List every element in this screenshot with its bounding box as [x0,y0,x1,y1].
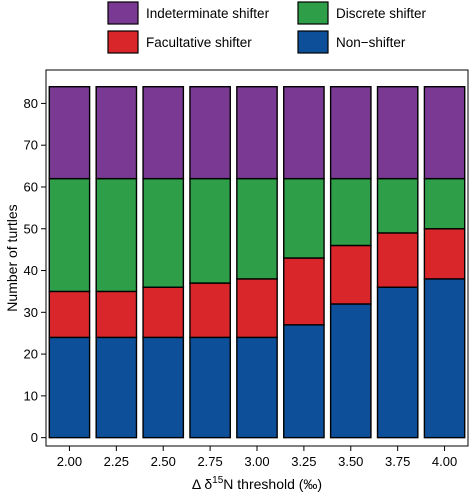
y-tick-label: 60 [24,179,38,194]
bar-segment [376,177,419,234]
bar-segment [423,86,466,180]
legend-swatch [107,1,139,25]
bar-segment [48,177,91,293]
bar-segment [95,336,138,439]
bar-segment [329,86,372,180]
bar-segment [95,290,138,339]
bar-segment [423,177,466,230]
bar-segment [376,232,419,288]
y-tick-label: 0 [31,430,38,445]
bar-segment [95,177,138,293]
bar-segment [189,86,231,180]
y-tick-label: 80 [24,96,38,111]
bar-segment [423,228,466,280]
bar-segment [329,244,372,305]
y-tick-label: 70 [24,138,38,153]
bar-segment [48,336,91,439]
bar-segment [329,177,372,247]
legend-label: Discrete shifter [336,6,427,21]
legend-label: Facultative shifter [146,35,252,50]
x-tick-label: 4.00 [432,454,457,469]
x-tick-label: 2.75 [197,454,222,469]
bar-segment [283,324,325,439]
y-tick-label: 20 [24,347,38,362]
bar-segment [142,336,185,439]
bar-segment [142,86,185,180]
x-tick-label: 3.50 [338,454,363,469]
bar-segment [189,177,231,284]
x-tick-label: 3.25 [291,454,316,469]
bar-segment [236,278,278,339]
bar-segment [283,177,325,259]
x-axis-title: Δ δ15N threshold (‰) [192,475,322,492]
legend: Indeterminate shifter Discrete shifter Fac… [107,1,427,54]
legend-swatch [297,30,329,54]
x-axis-title-prefix: Δ δ [192,476,212,492]
y-tick-label: 50 [24,221,38,236]
bar-segment [423,278,466,439]
legend-swatch [107,30,139,54]
bar-segment [236,177,278,280]
x-tick-label: 2.00 [57,454,82,469]
bar-segment [142,286,185,339]
y-tick-label: 30 [24,305,38,320]
legend-label: Indeterminate shifter [146,6,270,21]
y-tick-label: 10 [24,388,38,403]
bar-segment [283,86,325,180]
y-tick-label: 40 [24,263,38,278]
bar-segment [236,336,278,439]
x-axis: 2.00 2.25 2.50 2.75 3.00 3.25 3.50 3.75 4.00 [57,446,457,469]
x-tick-label: 2.25 [104,454,129,469]
bar-segment [48,290,91,339]
bar-segment [142,177,185,288]
bar-segment [376,86,419,180]
x-tick-label: 3.75 [385,454,410,469]
x-tick-label: 3.00 [244,454,269,469]
x-axis-title-superscript: 15 [212,475,224,486]
bar-segment [283,257,325,326]
y-axis-title: Number of turtles [4,204,20,311]
bar-segment [236,86,278,180]
bar-segment [189,336,231,439]
bars [48,86,466,439]
x-axis-title-suffix: N threshold (‰) [223,476,322,492]
legend-label: Non−shifter [336,35,406,50]
bar-segment [189,282,231,339]
bar-segment [48,86,91,180]
bar-segment [376,286,419,439]
bar-segment [95,86,138,180]
legend-swatch [297,1,329,25]
y-axis: 0 10 20 30 40 50 60 70 80 [24,96,46,445]
bar-segment [329,303,372,439]
x-tick-label: 2.50 [151,454,176,469]
